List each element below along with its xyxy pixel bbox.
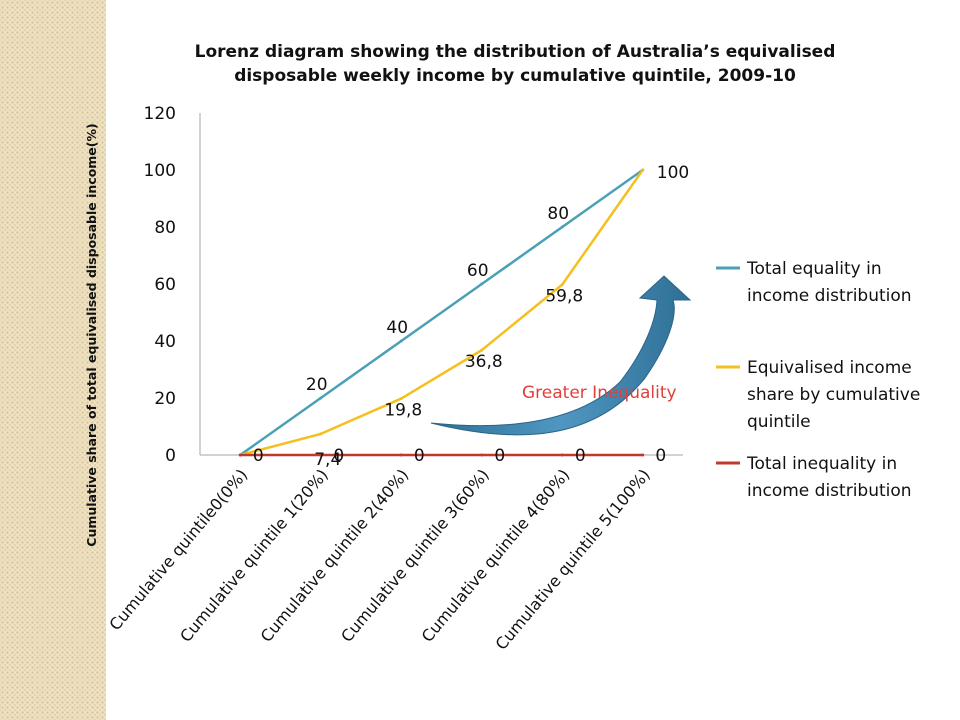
x-tick-label: Cumulative quintile 5(100%): [492, 465, 654, 653]
inequality-data-label: 0: [494, 446, 505, 466]
inequality-series-point: [238, 453, 242, 457]
income-data-label: 36,8: [465, 352, 503, 372]
chart-title-line-1: Lorenz diagram showing the distribution …: [194, 42, 836, 62]
equality-data-label: 40: [386, 318, 408, 338]
inequality-series-point: [480, 453, 484, 457]
legend-label: income distribution: [747, 481, 912, 501]
legend-label: income distribution: [747, 286, 912, 306]
income-share-series-point: [319, 432, 323, 436]
legend-label: Total equality in: [746, 259, 882, 279]
y-tick-label: 100: [144, 161, 176, 181]
y-tick-label: 0: [165, 446, 176, 466]
inequality-data-label: 0: [655, 446, 666, 466]
inequality-series-point: [319, 453, 323, 457]
legend-label: share by cumulative: [747, 385, 920, 405]
income-share-series-line: [239, 169, 644, 457]
x-tick-label: Cumulative quintile 4(80%): [418, 465, 574, 645]
equality-data-label: 100: [657, 163, 689, 183]
x-tick-label: Cumulative quintile0(0%): [105, 465, 251, 634]
greater-inequality-arrow: [430, 275, 692, 436]
inequality-data-label: 0: [333, 446, 344, 466]
y-tick-label: 40: [154, 332, 176, 352]
income-data-label: 59,8: [545, 287, 583, 307]
y-axis-title: Cumulative share of total equivalised di…: [84, 123, 99, 546]
equality-series-line: [239, 168, 644, 457]
income-share-series-point: [399, 397, 403, 401]
income-share-series-point: [480, 348, 484, 352]
chart-title: Lorenz diagram showing the distribution …: [150, 40, 880, 88]
legend-label: Equivalised income: [747, 358, 912, 378]
inequality-series-point: [641, 453, 645, 457]
equality-series-point: [319, 396, 323, 400]
inequality-data-label: 0: [253, 446, 264, 466]
y-tick-label: 120: [144, 104, 176, 124]
inequality-data-label: 0: [575, 446, 586, 466]
equality-data-label: 60: [467, 261, 489, 281]
chart-title-line-2: disposable weekly income by cumulative q…: [234, 66, 796, 86]
x-tick-label: Cumulative quintile 2(40%): [257, 465, 413, 645]
income-data-label: 7,4: [314, 450, 341, 470]
legend-label: quintile: [747, 412, 811, 432]
legend-label: Total inequality in: [746, 454, 897, 474]
decorative-side-strip: [0, 0, 106, 720]
x-tick-label: Cumulative quintile 1(20%): [176, 465, 332, 645]
income-share-series-point: [641, 168, 645, 172]
y-tick-label: 80: [154, 218, 176, 238]
inequality-data-label: 0: [414, 446, 425, 466]
x-tick-label: Cumulative quintile 3(60%): [337, 465, 493, 645]
equality-data-label: 20: [306, 375, 328, 395]
y-tick-label: 20: [154, 389, 176, 409]
equality-series-point: [399, 339, 403, 343]
income-share-series-point: [560, 283, 564, 287]
income-data-label: 19,8: [384, 401, 422, 421]
inequality-series-point: [399, 453, 403, 457]
inequality-series-point: [560, 453, 564, 457]
y-tick-label: 60: [154, 275, 176, 295]
equality-series-point: [480, 282, 484, 286]
equality-data-label: 80: [547, 204, 569, 224]
equality-series-point: [560, 225, 564, 229]
greater-inequality-label: Greater Inequality: [522, 383, 677, 403]
